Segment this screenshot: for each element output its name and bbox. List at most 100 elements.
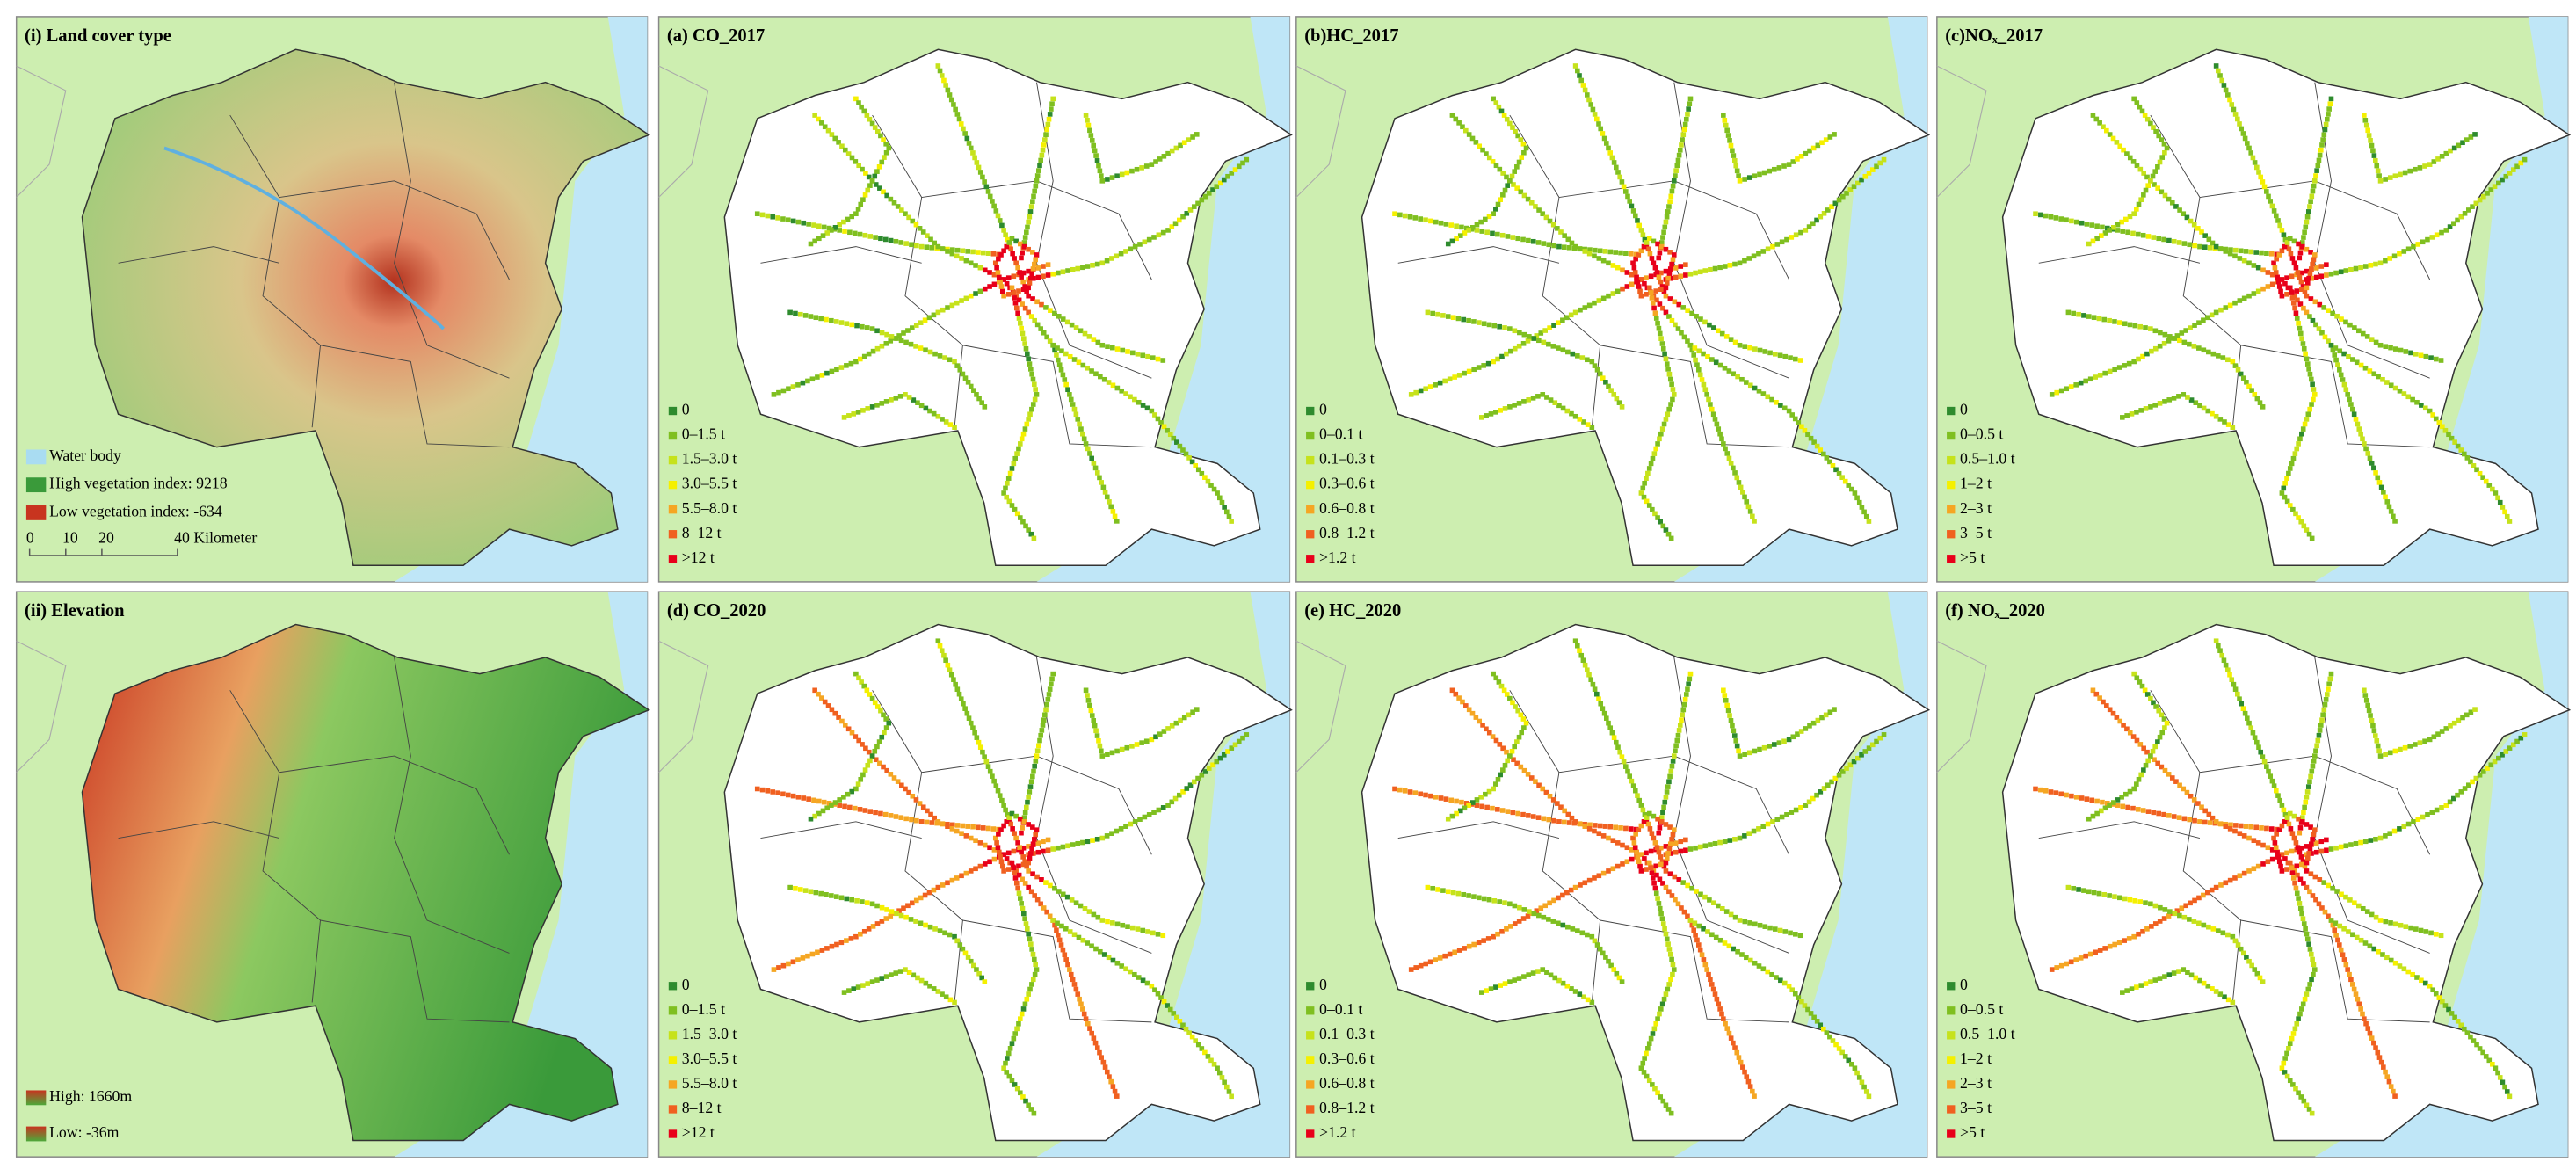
road-cell: [1041, 264, 1046, 269]
road-cell: [1592, 253, 1597, 259]
road-cell: [1778, 977, 1783, 984]
road-cell: [1112, 1088, 1118, 1094]
road-cell: [1728, 337, 1734, 342]
road-cell: [834, 367, 839, 373]
road-cell: [2345, 967, 2350, 972]
road-cell: [2145, 758, 2151, 764]
road-cell: [2291, 813, 2297, 819]
road-cell: [1832, 200, 1839, 207]
road-cell: [1392, 786, 1397, 792]
road-cell: [2238, 248, 2244, 254]
road-cell: [1013, 260, 1019, 266]
road-cell: [2159, 137, 2165, 142]
road-cell: [2260, 754, 2266, 759]
road-cell: [2260, 267, 2266, 273]
road-cell: [2481, 193, 2486, 200]
road-cell: [1592, 300, 1597, 306]
road-cell: [1689, 310, 1694, 316]
road-cell: [2367, 368, 2373, 374]
road-cell: [973, 291, 978, 296]
road-cell: [1762, 349, 1768, 354]
outer-border: [1295, 65, 1346, 198]
road-cell: [1119, 746, 1125, 752]
road-cell: [800, 380, 806, 386]
road-cell: [1606, 868, 1611, 874]
road-cell: [914, 243, 919, 249]
road-cell: [2383, 752, 2388, 758]
road-cell: [1010, 251, 1015, 257]
road-cell: [927, 924, 933, 930]
road-cell: [2192, 897, 2197, 904]
road-cell: [1819, 140, 1825, 146]
road-cell: [1572, 884, 1578, 890]
road-cell: [2249, 962, 2254, 969]
road-cell: [1629, 272, 1635, 278]
road-cell: [1413, 389, 1419, 396]
road-cell: [1076, 359, 1082, 366]
road-cell: [2307, 406, 2312, 412]
road-cell: [874, 169, 880, 174]
road-cell: [1052, 885, 1057, 891]
road-cell: [1649, 870, 1655, 875]
road-cell: [891, 775, 897, 781]
road-cell: [2477, 1046, 2483, 1051]
road-cell: [2157, 159, 2163, 165]
road-cell: [1846, 1057, 1852, 1064]
road-cell: [2115, 222, 2121, 228]
road-cell: [1642, 812, 1648, 817]
road-cell: [1165, 1003, 1170, 1008]
road-cell: [2275, 793, 2281, 798]
road-cell: [1610, 291, 1616, 296]
road-cell: [937, 643, 943, 649]
road-cell: [1114, 1093, 1120, 1099]
road-cell: [1530, 814, 1536, 819]
road-cell: [1068, 396, 1074, 403]
road-cell: [1012, 256, 1017, 261]
road-cell: [2209, 312, 2215, 318]
legend-swatch: [668, 480, 678, 490]
road-cell: [1454, 236, 1459, 242]
road-cell: [1108, 504, 1114, 510]
road-cell: [1677, 147, 1683, 153]
road-cell: [1697, 269, 1703, 275]
road-cell: [874, 328, 880, 334]
road-cell: [956, 691, 962, 697]
road-cell: [968, 958, 974, 964]
road-cell: [2278, 288, 2283, 294]
road-cell: [1856, 1075, 1862, 1080]
road-cell: [2213, 243, 2219, 250]
road-cell: [1726, 368, 1732, 374]
road-cell: [956, 116, 962, 122]
road-cell: [1808, 435, 1814, 441]
road-cell: [790, 384, 796, 389]
road-cell: [2303, 351, 2308, 357]
road-cell: [1502, 187, 1508, 193]
road-cell: [1781, 163, 1787, 169]
road-cell: [1136, 975, 1142, 980]
road-cell: [875, 704, 881, 709]
road-cell: [1507, 695, 1513, 701]
road-cell: [1635, 279, 1641, 285]
road-cell: [1640, 485, 1646, 491]
road-cell: [1012, 875, 1019, 881]
road-cell: [2296, 1016, 2301, 1021]
road-cell: [1169, 148, 1175, 154]
road-cell: [1687, 846, 1694, 852]
road-cell: [1018, 896, 1023, 901]
road-cell: [982, 754, 987, 759]
road-cell: [945, 662, 951, 668]
road-cell: [2122, 363, 2127, 368]
road-cell: [1023, 523, 1028, 529]
road-cell: [929, 820, 935, 825]
road-cell: [1670, 387, 1676, 392]
road-cell: [2246, 383, 2252, 389]
road-cell: [1502, 981, 1508, 986]
road-cell: [2337, 923, 2343, 929]
road-cell: [879, 919, 885, 924]
road-cell: [2144, 351, 2150, 357]
road-cell: [1836, 470, 1842, 476]
road-cell: [859, 679, 864, 685]
road-cell: [963, 295, 969, 301]
road-cell: [2217, 73, 2223, 78]
road-cell: [1558, 804, 1564, 810]
